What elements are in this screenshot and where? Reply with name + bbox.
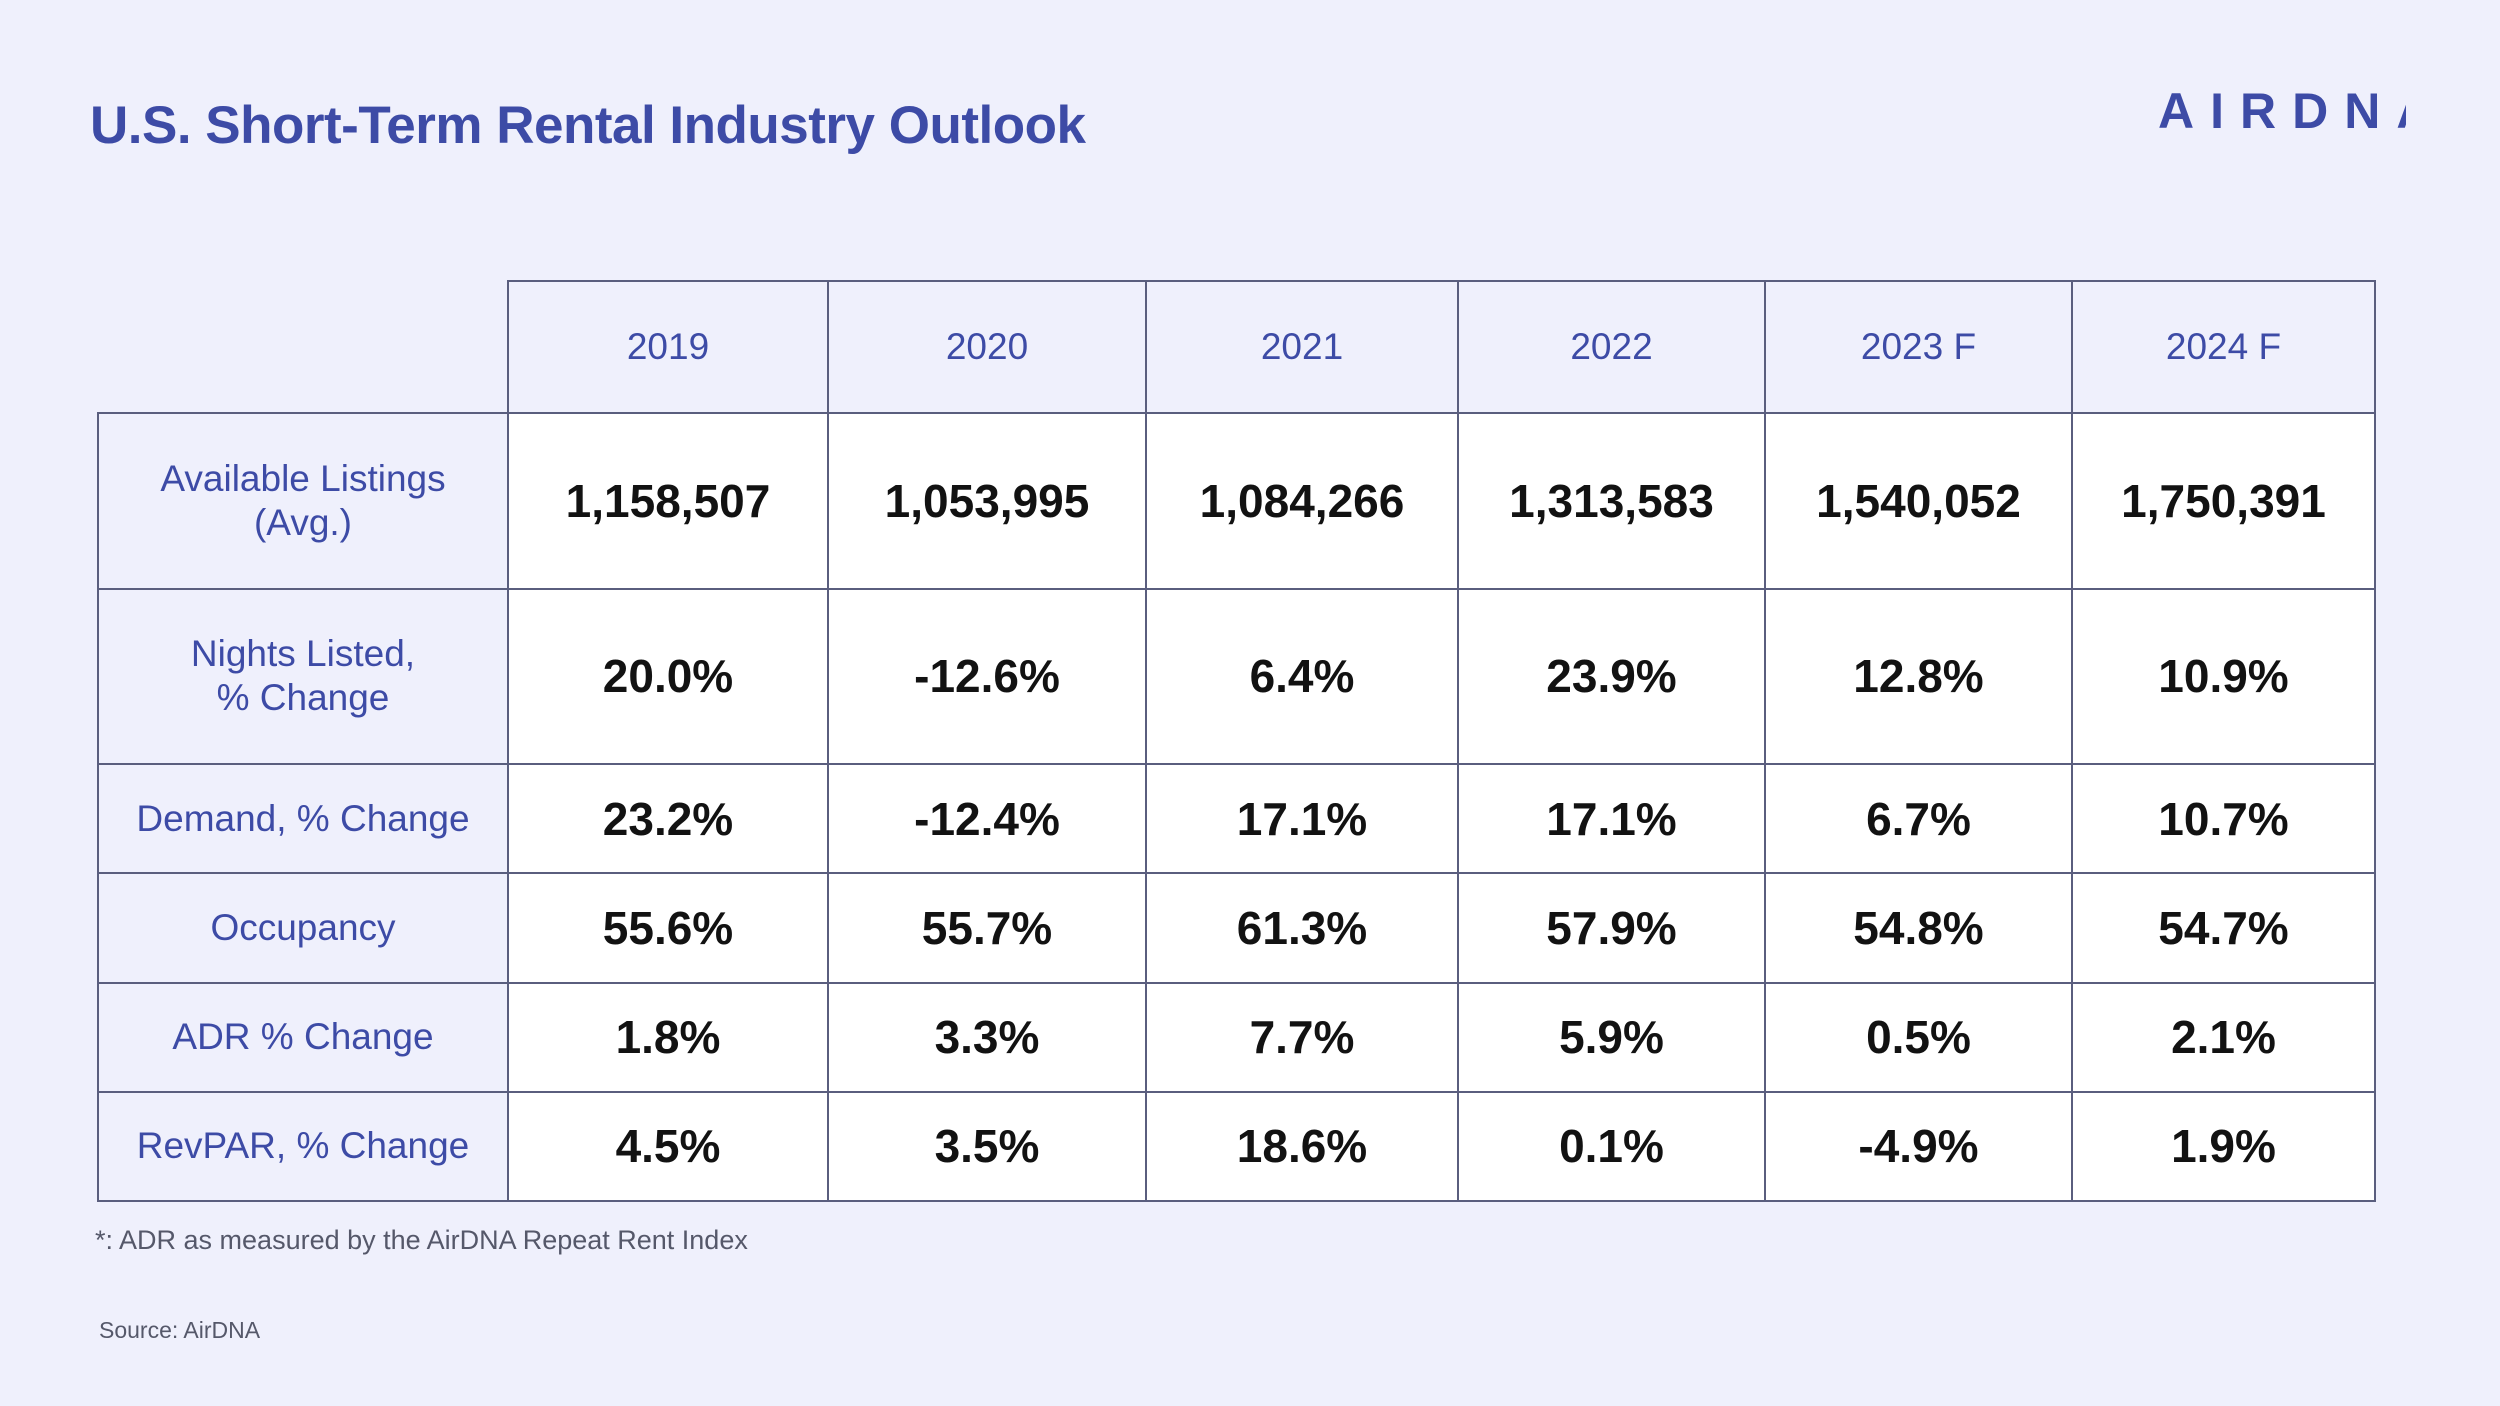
footnote: *: ADR as measured by the AirDNA Repeat … bbox=[95, 1225, 748, 1255]
table-cell: 1.9% bbox=[2071, 1090, 2376, 1203]
table-cell: 17.1% bbox=[1145, 763, 1459, 875]
outlook-table: 2019 2020 2021 2022 2023 F 2024 F Availa… bbox=[97, 280, 2376, 1203]
table-cell: 1,053,995 bbox=[827, 412, 1147, 590]
year-header: 2019 bbox=[507, 280, 829, 414]
table-cell: 2.1% bbox=[2071, 981, 2376, 1093]
logo-text: AIRDNA bbox=[2158, 86, 2406, 134]
year-header: 2020 bbox=[827, 280, 1147, 414]
table-cell: -4.9% bbox=[1764, 1090, 2073, 1203]
table-cell: 55.6% bbox=[507, 872, 829, 984]
airdna-logo: AIRDNA bbox=[2158, 86, 2406, 134]
year-header: 2022 bbox=[1457, 280, 1766, 414]
table-cell: 54.7% bbox=[2071, 872, 2376, 984]
row-label: Nights Listed,% Change bbox=[97, 587, 509, 766]
table-cell: 6.4% bbox=[1145, 587, 1459, 766]
year-header: 2023 F bbox=[1764, 280, 2073, 414]
table-cell: 5.9% bbox=[1457, 981, 1766, 1093]
table-cell: 1,158,507 bbox=[507, 412, 829, 590]
table-cell: -12.4% bbox=[827, 763, 1147, 875]
source-note: Source: AirDNA bbox=[99, 1317, 261, 1343]
table-cell: 61.3% bbox=[1145, 872, 1459, 984]
table-cell: 3.3% bbox=[827, 981, 1147, 1093]
table-cell: 20.0% bbox=[507, 587, 829, 766]
table-cell: 4.5% bbox=[507, 1090, 829, 1203]
corner-cell bbox=[98, 281, 508, 413]
row-label: Demand, % Change bbox=[97, 763, 509, 875]
table-cell: 1,313,583 bbox=[1457, 412, 1766, 590]
year-header: 2021 bbox=[1145, 280, 1459, 414]
table-cell: 1.8% bbox=[507, 981, 829, 1093]
table-cell: 10.9% bbox=[2071, 587, 2376, 766]
row-label: RevPAR, % Change bbox=[97, 1090, 509, 1203]
table-row: ADR % Change 1.8% 3.3% 7.7% 5.9% 0.5% 2.… bbox=[97, 981, 2376, 1093]
table-row: Available Listings (Avg.) 1,158,507 1,053… bbox=[97, 412, 2376, 590]
table-cell: 3.5% bbox=[827, 1090, 1147, 1203]
row-label: Available Listings (Avg.) bbox=[97, 412, 509, 590]
header-row: 2019 2020 2021 2022 2023 F 2024 F bbox=[98, 280, 2376, 414]
table-cell: 12.8% bbox=[1764, 587, 2073, 766]
table-row: Occupancy 55.6% 55.7% 61.3% 57.9% 54.8% … bbox=[97, 872, 2376, 984]
table-cell: 17.1% bbox=[1457, 763, 1766, 875]
table-cell: 57.9% bbox=[1457, 872, 1766, 984]
row-label: Occupancy bbox=[97, 872, 509, 984]
table-row: Nights Listed,% Change 20.0% -12.6% 6.4%… bbox=[97, 587, 2376, 766]
table-cell: 1,084,266 bbox=[1145, 412, 1459, 590]
table-cell: 23.2% bbox=[507, 763, 829, 875]
year-header: 2024 F bbox=[2071, 280, 2376, 414]
table-cell: 0.5% bbox=[1764, 981, 2073, 1093]
table-cell: 18.6% bbox=[1145, 1090, 1459, 1203]
table-cell: 7.7% bbox=[1145, 981, 1459, 1093]
table-cell: 1,540,052 bbox=[1764, 412, 2073, 590]
row-label: ADR % Change bbox=[97, 981, 509, 1093]
table-cell: 23.9% bbox=[1457, 587, 1766, 766]
table-row: Demand, % Change 23.2% -12.4% 17.1% 17.1… bbox=[97, 763, 2376, 875]
page-title: U.S. Short-Term Rental Industry Outlook bbox=[90, 96, 1086, 155]
table-cell: 10.7% bbox=[2071, 763, 2376, 875]
table-cell: 1,750,391 bbox=[2071, 412, 2376, 590]
table-cell: 6.7% bbox=[1764, 763, 2073, 875]
table-row: RevPAR, % Change 4.5% 3.5% 18.6% 0.1% -4… bbox=[97, 1090, 2376, 1203]
table-cell: 55.7% bbox=[827, 872, 1147, 984]
table-cell: -12.6% bbox=[827, 587, 1147, 766]
table-cell: 54.8% bbox=[1764, 872, 2073, 984]
table-cell: 0.1% bbox=[1457, 1090, 1766, 1203]
